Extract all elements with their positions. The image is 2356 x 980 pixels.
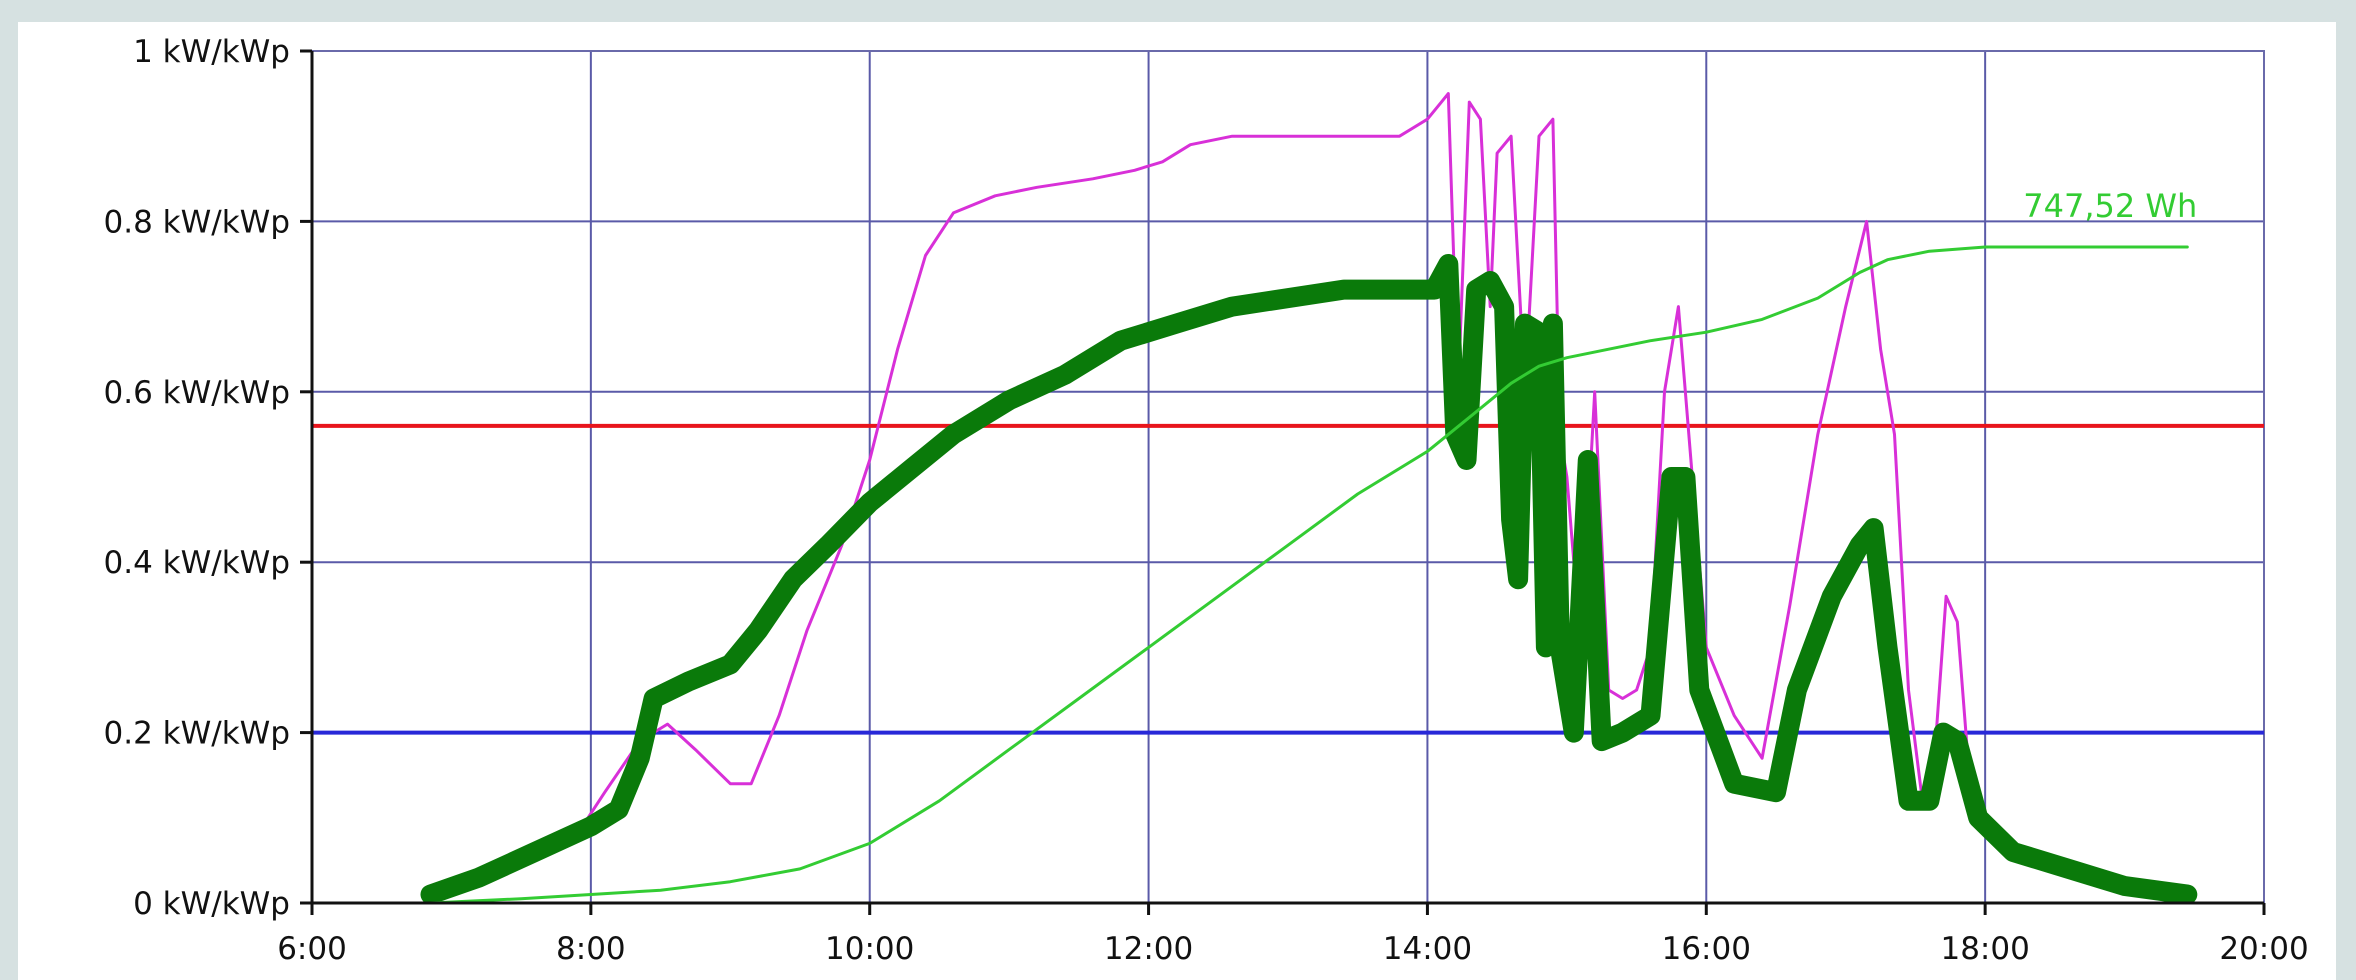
series-line-1 [420, 254, 2198, 905]
y-tick-label-1: 0.2 kW/kWp [104, 716, 290, 752]
x-tick-label-1: 8:00 [556, 931, 626, 967]
x-tick-label-0: 6:00 [277, 931, 347, 967]
axis-layer [300, 49, 2266, 915]
y-tick-label-0: 0 kW/kWp [133, 886, 290, 922]
series-line-0 [429, 92, 2189, 905]
x-tick-label-4: 14:00 [1383, 931, 1472, 967]
series-layer [420, 92, 2198, 905]
y-tick-label-4: 0.8 kW/kWp [104, 204, 290, 240]
x-tick-label-3: 12:00 [1104, 931, 1193, 967]
chart-panel: 747,52 Wh 0 kW/kWp 0.2 kW/kWp 0.4 kW/kWp 0.6… [18, 22, 2336, 980]
series-line-2 [429, 245, 2189, 905]
label-layer: 747,52 Wh 0 kW/kWp 0.2 kW/kWp 0.4 kW/kWp 0.6… [104, 34, 2309, 967]
x-tick-label-5: 16:00 [1662, 931, 1751, 967]
reference-lines [312, 423, 2264, 735]
y-tick-label-3: 0.6 kW/kWp [104, 375, 290, 411]
y-tick-label-2: 0.4 kW/kWp [104, 545, 290, 581]
y-tick-label-5: 1 kW/kWp [133, 34, 290, 70]
x-tick-label-6: 18:00 [1940, 931, 2029, 967]
x-tick-label-7: 20:00 [2219, 931, 2308, 967]
series-end-label: 747,52 Wh [2023, 187, 2197, 225]
x-tick-label-2: 10:00 [825, 931, 914, 967]
chart-svg: 747,52 Wh 0 kW/kWp 0.2 kW/kWp 0.4 kW/kWp 0.6… [104, 34, 2309, 967]
